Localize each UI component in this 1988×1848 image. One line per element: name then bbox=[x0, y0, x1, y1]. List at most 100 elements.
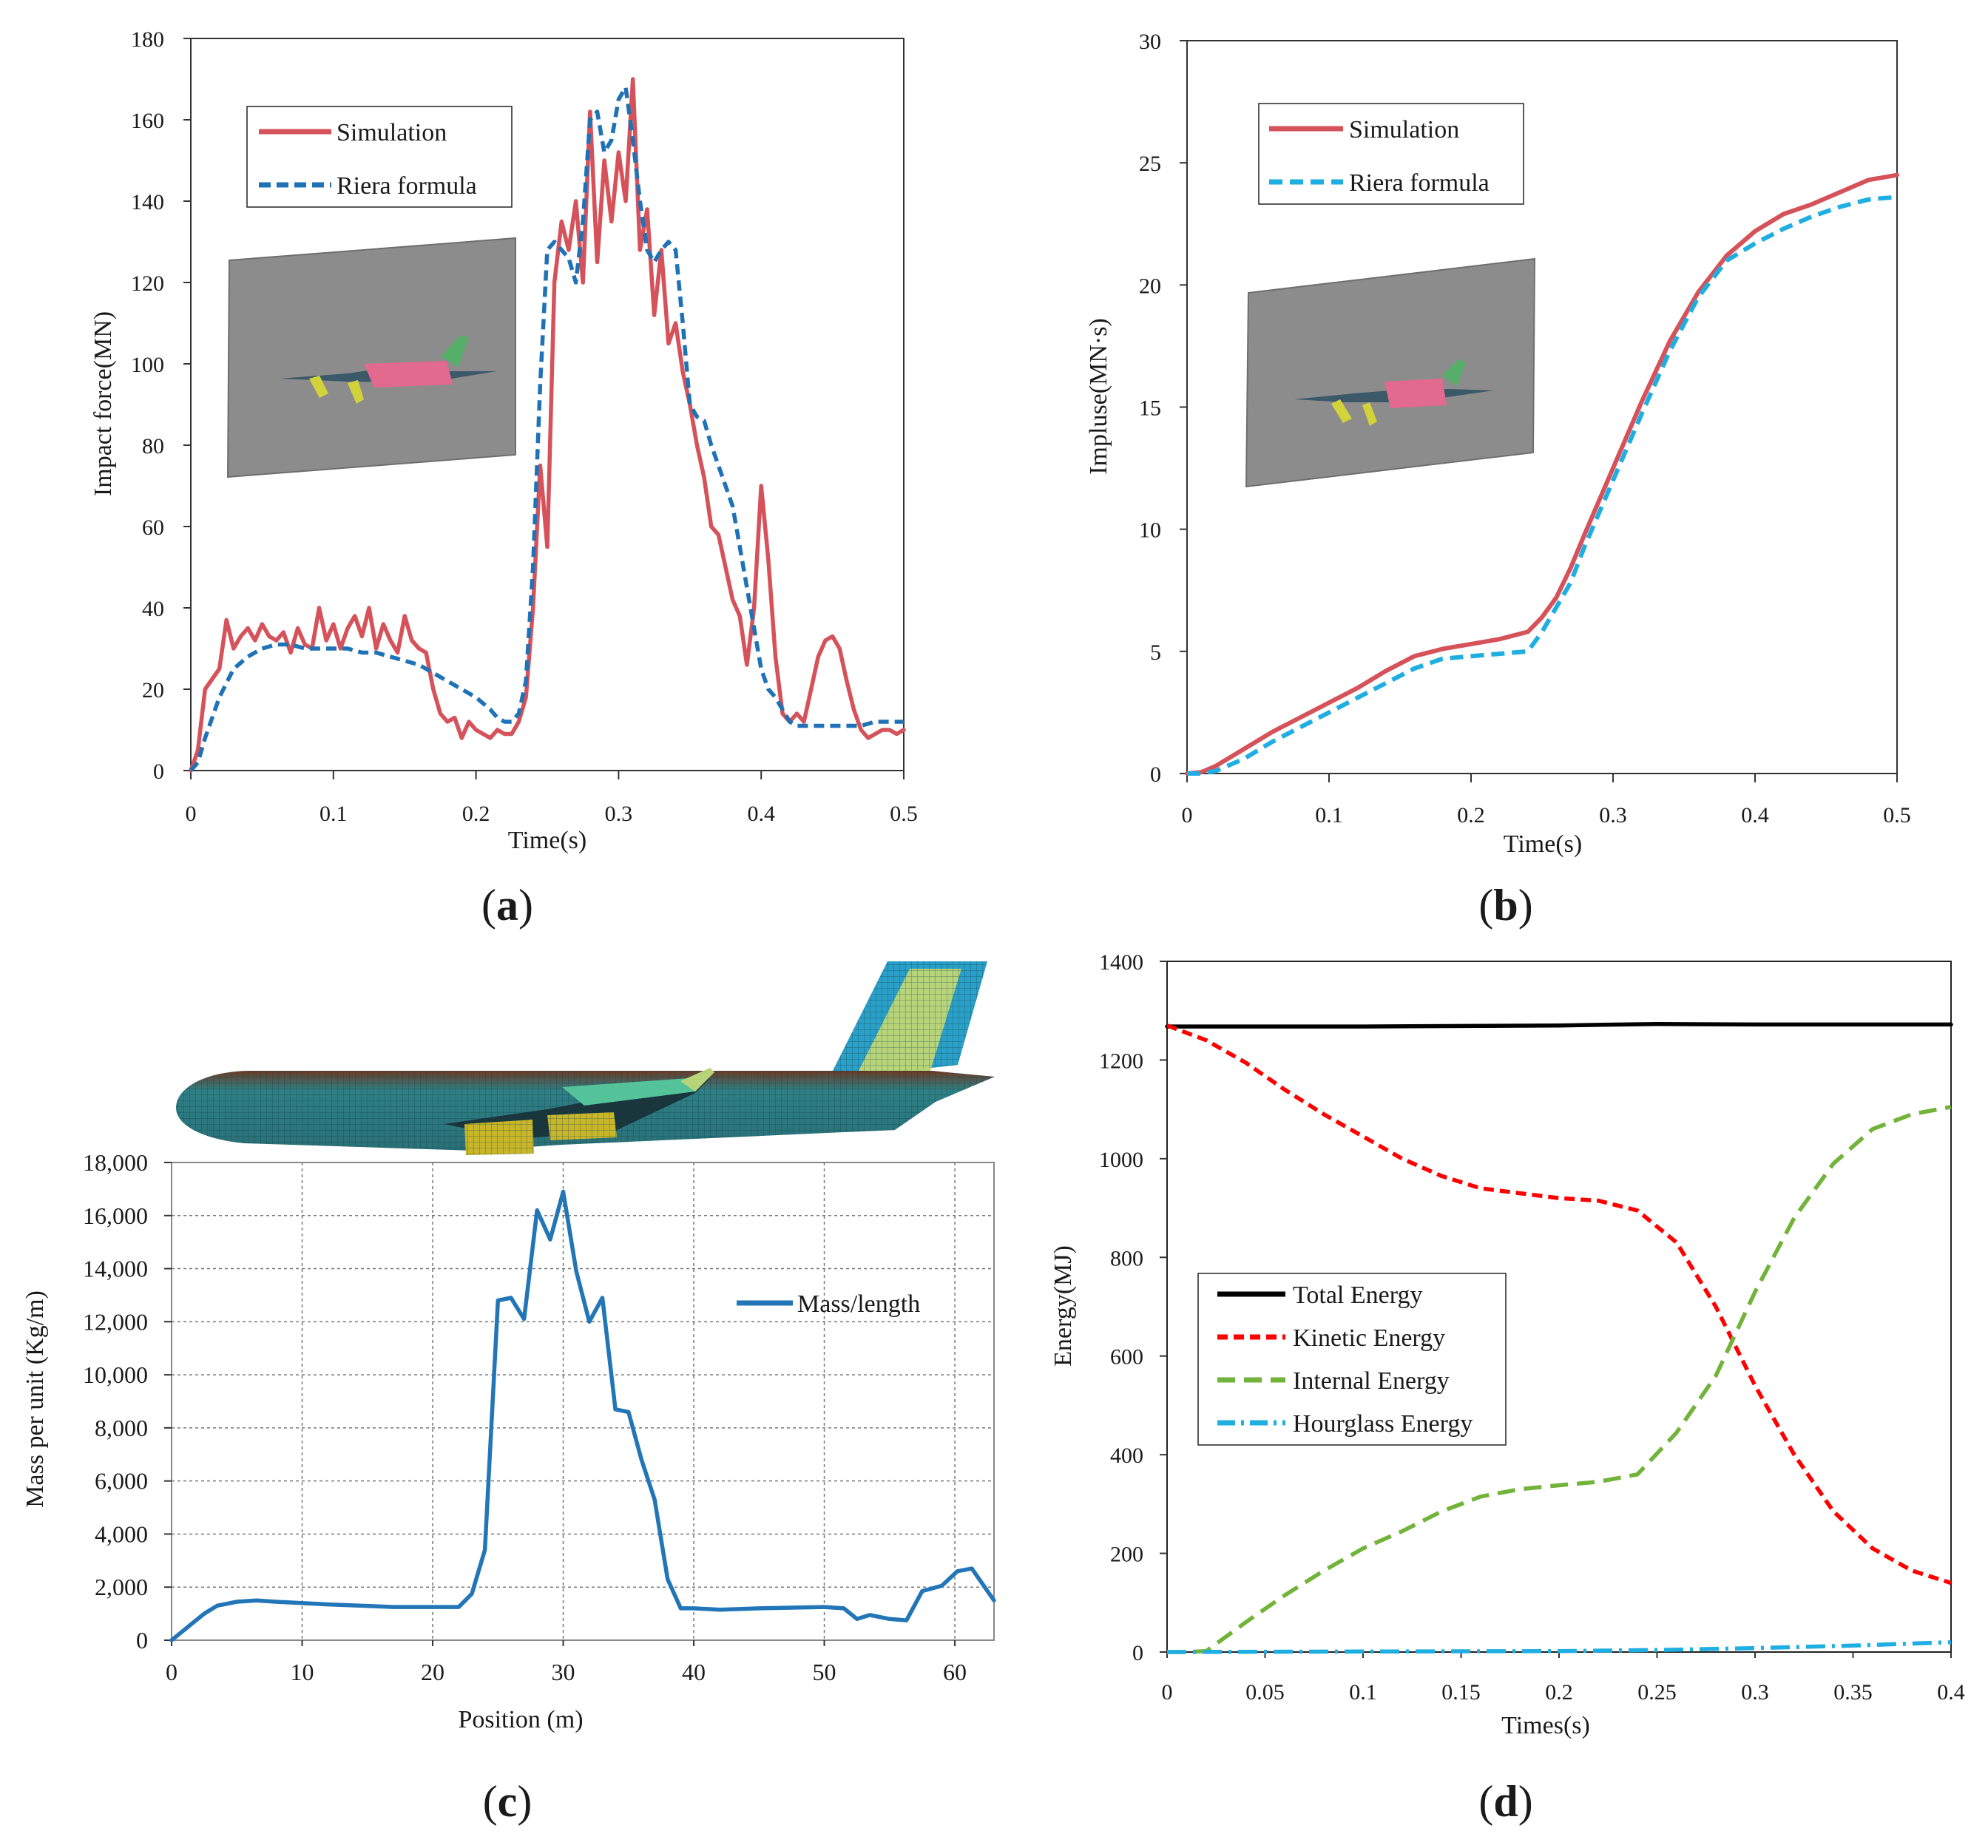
panel-a-ytick-label: 40 bbox=[142, 597, 164, 621]
panel-a-series-riera-formula bbox=[189, 85, 904, 772]
panel-d-ytick-label: 1200 bbox=[1099, 1049, 1143, 1073]
legend-a: Simulation Riera formula bbox=[246, 106, 513, 208]
panel-a-ytick-label: 0 bbox=[153, 759, 164, 784]
panel-c-aircraft-mesh-image bbox=[176, 961, 995, 1155]
legend-c-mass: Mass/length bbox=[797, 1290, 920, 1318]
panel-c-series-mass-length bbox=[169, 1189, 996, 1642]
panel-a-xtick-label: 0.1 bbox=[320, 802, 348, 826]
panel-c-xtick-label: 0 bbox=[166, 1659, 178, 1685]
legend-a-riera: Riera formula bbox=[337, 172, 477, 200]
panel-c-frame bbox=[171, 1162, 995, 1641]
panel-a-xtick-label: 0 bbox=[186, 802, 197, 826]
panel-c-ytick-label: 4,000 bbox=[95, 1520, 148, 1547]
panel-c-ytick-label: 2,000 bbox=[95, 1574, 148, 1600]
panel-c-label: (c) bbox=[483, 1777, 532, 1826]
legend-d: Total Energy Kinetic Energy Internal Ene… bbox=[1197, 1273, 1507, 1446]
legend-d-box bbox=[1197, 1273, 1507, 1446]
panel-b: 0 0.1 0.2 0.3 0.4 0.5 0 5 10 15 20 25 30 Simulation … bbox=[1085, 30, 1911, 930]
panel-d-series-total-energy bbox=[1165, 1021, 1953, 1029]
panel-d-series-kinetic-energy bbox=[1166, 1023, 1952, 1585]
panel-c-xlabel: Position (m) bbox=[458, 1706, 583, 1733]
panel-a-xtick-label: 0.5 bbox=[890, 802, 918, 826]
panel-d-label: (d) bbox=[1478, 1777, 1532, 1826]
panel-d-xtick-label: 0.3 bbox=[1741, 1680, 1769, 1705]
panel-a-ytick-label: 20 bbox=[142, 678, 164, 703]
panel-b-series-riera-formula bbox=[1187, 194, 1898, 776]
panel-d-ylabel: Energy(MJ) bbox=[1049, 1245, 1077, 1367]
panel-c-ytick-label: 10,000 bbox=[83, 1361, 148, 1388]
panel-b-xtick-label: 0 bbox=[1182, 803, 1193, 827]
panel-c-ytick-label: 8,000 bbox=[95, 1415, 148, 1441]
panel-c-ytick-label: 18,000 bbox=[83, 1149, 148, 1176]
panel-d-ytick-label: 200 bbox=[1110, 1543, 1143, 1567]
legend-a-simulation: Simulation bbox=[337, 119, 447, 146]
panel-a-xtick-label: 0.3 bbox=[605, 802, 633, 826]
panel-d-xtick-label: 0.35 bbox=[1833, 1680, 1873, 1705]
panel-b-ytick-label: 30 bbox=[1139, 30, 1161, 54]
panel-a-ylabel: Impact force(MN) bbox=[89, 311, 117, 496]
panel-c-xtick-label: 40 bbox=[682, 1659, 706, 1685]
legend-b-riera: Riera formula bbox=[1349, 169, 1490, 197]
panel-b-wall-image bbox=[1245, 257, 1536, 488]
panel-d-xtick-label: 0.1 bbox=[1349, 1680, 1377, 1705]
panel-a-ytick-label: 180 bbox=[131, 27, 164, 52]
legend-d-kinetic: Kinetic Energy bbox=[1293, 1324, 1445, 1352]
panel-c-ylabel: Mass per unit (Kg/m) bbox=[21, 1290, 49, 1508]
panel-a-xtick-label: 0.2 bbox=[462, 802, 490, 826]
panel-a-ytick-label: 140 bbox=[131, 190, 164, 214]
legend-d-hourglass: Hourglass Energy bbox=[1293, 1410, 1473, 1438]
panel-b-label: (b) bbox=[1478, 881, 1532, 930]
panel-c-ytick-label: 0 bbox=[136, 1627, 148, 1654]
panel-a-ytick-label: 160 bbox=[131, 109, 164, 133]
panel-b-xtick-label: 0.4 bbox=[1741, 803, 1769, 827]
panel-b-ytick-label: 20 bbox=[1139, 274, 1161, 298]
panel-c-xtick-label: 60 bbox=[943, 1659, 967, 1685]
panel-c-xtick-label: 10 bbox=[291, 1659, 314, 1685]
panel-b-xlabel: Time(s) bbox=[1504, 830, 1582, 858]
panel-d-ytick-label: 400 bbox=[1110, 1443, 1143, 1468]
panel-d-ytick-label: 800 bbox=[1110, 1246, 1143, 1270]
panel-b-ytick-label: 25 bbox=[1139, 152, 1161, 176]
panel-d-xtick-label: 0.25 bbox=[1637, 1680, 1677, 1705]
legend-d-internal: Internal Energy bbox=[1293, 1367, 1450, 1395]
panel-d-ytick-label: 600 bbox=[1110, 1345, 1143, 1370]
panel-d-xtick-label: 0.2 bbox=[1545, 1680, 1573, 1705]
panel-b-xtick-label: 0.1 bbox=[1315, 803, 1343, 827]
panel-b-ylabel: Impluse(MN·s) bbox=[1085, 318, 1112, 475]
panel-a-ytick-label: 100 bbox=[131, 353, 164, 377]
panel-b-ytick-label: 15 bbox=[1139, 396, 1161, 421]
panel-b-ytick-label: 10 bbox=[1139, 518, 1161, 543]
panel-c-ytick-label: 12,000 bbox=[83, 1308, 148, 1335]
panel-a-ytick-label: 120 bbox=[131, 271, 164, 296]
panel-a-wall-image bbox=[226, 237, 516, 478]
panel-c: 0 10 20 30 40 50 60 0 2,000 4,000 6,000 8,000 10,000… bbox=[21, 961, 996, 1826]
panel-c-xtick-label: 30 bbox=[552, 1659, 575, 1685]
panel-d-xtick-label: 0.4 bbox=[1937, 1680, 1965, 1705]
panel-c-ytick-label: 16,000 bbox=[83, 1202, 148, 1229]
panel-a-xlabel: Time(s) bbox=[508, 827, 586, 854]
panel-a: 0 0.1 0.2 0.3 0.4 0.5 0 20 40 60 80 100 120 140 160 180… bbox=[89, 27, 918, 930]
legend-b-simulation: Simulation bbox=[1349, 116, 1459, 143]
panel-d-ytick-label: 1000 bbox=[1099, 1148, 1143, 1172]
panel-d-series-hourglass-energy bbox=[1166, 1639, 1952, 1654]
panel-c-ytick-label: 6,000 bbox=[95, 1468, 148, 1495]
panel-b-ytick-label: 5 bbox=[1150, 640, 1161, 665]
panel-b-xtick-label: 0.2 bbox=[1457, 803, 1485, 827]
panel-d-ytick-label: 1400 bbox=[1099, 950, 1143, 975]
panel-d-ytick-label: 0 bbox=[1132, 1641, 1143, 1665]
panel-d: 0 0.05 0.1 0.15 0.2 0.25 0.3 0.35 0.4 0 200 400 600 8… bbox=[1049, 950, 1965, 1826]
panel-d-series-internal-energy bbox=[1167, 1105, 1952, 1654]
panel-c-xtick-label: 50 bbox=[813, 1659, 836, 1685]
panel-a-ytick-label: 80 bbox=[142, 434, 164, 458]
panel-d-xtick-label: 0 bbox=[1162, 1680, 1173, 1705]
legend-c: Mass/length bbox=[737, 1290, 920, 1318]
panel-b-ytick-label: 0 bbox=[1150, 762, 1161, 787]
panel-c-ytick-label: 14,000 bbox=[83, 1256, 148, 1282]
panel-d-xtick-label: 0.05 bbox=[1245, 1680, 1285, 1705]
legend-b-box bbox=[1258, 103, 1524, 205]
panel-a-ytick-label: 60 bbox=[142, 515, 164, 540]
panel-b-xtick-label: 0.3 bbox=[1599, 803, 1627, 827]
panel-a-label: (a) bbox=[481, 881, 533, 930]
panel-b-xtick-label: 0.5 bbox=[1883, 803, 1911, 827]
